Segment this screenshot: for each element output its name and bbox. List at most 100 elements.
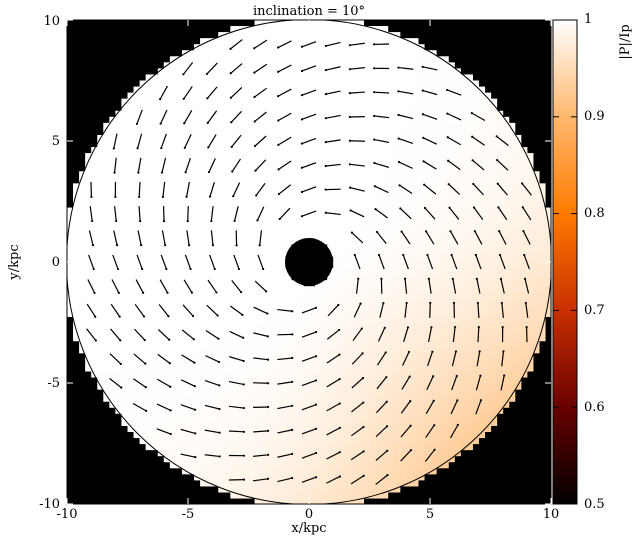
heatmap-cell	[194, 195, 201, 203]
heatmap-cell	[339, 497, 346, 504]
heatmap-cell	[387, 280, 395, 287]
heatmap-cell	[133, 171, 141, 178]
heatmap-cell	[284, 231, 292, 239]
heatmap-cell	[333, 62, 340, 69]
heatmap-cell	[278, 383, 286, 390]
heatmap-cell	[139, 153, 147, 160]
heatmap-cell	[278, 449, 286, 457]
heatmap-cell	[484, 98, 492, 106]
heatmap-cell	[278, 74, 286, 82]
heatmap-cell	[478, 237, 486, 245]
heatmap-cell	[327, 104, 334, 112]
heatmap-cell	[169, 310, 177, 318]
heatmap-cell	[375, 68, 383, 76]
heatmap-cell	[200, 455, 207, 463]
heatmap-cell	[181, 219, 189, 227]
heatmap-cell	[109, 262, 116, 269]
heatmap-cell	[248, 364, 256, 372]
heatmap-cell	[327, 68, 334, 76]
heatmap-cell	[260, 268, 268, 275]
heatmap-cell	[411, 395, 419, 402]
heatmap-cell	[224, 231, 231, 239]
heatmap-cell	[363, 473, 371, 481]
heatmap-cell	[248, 171, 256, 178]
heatmap-cell	[284, 56, 292, 63]
heatmap-cell	[514, 219, 522, 227]
heatmap-cell	[309, 116, 316, 124]
heatmap-cell	[430, 340, 437, 348]
heatmap-cell	[405, 370, 413, 378]
heatmap-cell	[502, 171, 510, 178]
heatmap-cell	[91, 165, 98, 172]
heatmap-cell	[327, 437, 334, 445]
heatmap-cell	[454, 134, 461, 142]
heatmap-cell	[375, 461, 383, 469]
heatmap-cell	[478, 134, 486, 142]
heatmap-cell	[333, 485, 340, 493]
heatmap-cell	[248, 298, 256, 305]
heatmap-cell	[206, 110, 213, 118]
heatmap-cell	[309, 32, 316, 39]
heatmap-cell	[206, 322, 213, 330]
heatmap-cell	[309, 334, 316, 342]
heatmap-cell	[242, 376, 250, 384]
heatmap-cell	[121, 116, 129, 124]
heatmap-cell	[466, 165, 473, 172]
heatmap-cell	[309, 20, 316, 27]
heatmap-cell	[290, 20, 298, 27]
heatmap-cell	[375, 389, 383, 396]
heatmap-cell	[333, 316, 340, 324]
heatmap-cell	[302, 177, 310, 184]
heatmap-cell	[472, 316, 479, 324]
heatmap-cell	[109, 195, 116, 203]
heatmap-cell	[188, 213, 195, 221]
heatmap-cell	[411, 322, 419, 330]
heatmap-cell	[333, 334, 340, 342]
heatmap-cell	[327, 479, 334, 487]
heatmap-cell	[230, 425, 237, 432]
heatmap-cell	[375, 304, 383, 311]
heatmap-cell	[248, 443, 256, 451]
heatmap-cell	[145, 86, 153, 94]
heatmap-cell	[405, 268, 413, 275]
heatmap-cell	[200, 74, 207, 82]
heatmap-cell	[508, 280, 516, 287]
heatmap-cell	[127, 122, 135, 130]
heatmap-cell	[188, 177, 195, 184]
heatmap-cell	[417, 376, 425, 384]
heatmap-cell	[393, 407, 401, 414]
heatmap-cell	[181, 128, 189, 136]
heatmap-cell	[181, 461, 189, 469]
heatmap-cell	[399, 195, 407, 203]
heatmap-cell	[212, 395, 219, 402]
heatmap-cell	[254, 497, 262, 504]
heatmap-cell	[85, 262, 92, 269]
heatmap-cell	[502, 346, 510, 354]
heatmap-cell	[254, 74, 262, 82]
heatmap-cell	[351, 207, 358, 215]
heatmap-cell	[224, 370, 231, 378]
heatmap-cell	[375, 479, 383, 487]
heatmap-cell	[284, 413, 292, 420]
heatmap-cell	[224, 122, 231, 130]
heatmap-cell	[163, 376, 171, 384]
heatmap-cell	[357, 437, 365, 445]
heatmap-cell	[363, 237, 371, 245]
heatmap-cell	[188, 455, 195, 463]
heatmap-cell	[375, 437, 383, 445]
heatmap-cell	[514, 195, 522, 203]
heatmap-cell	[97, 310, 104, 318]
heatmap-cell	[387, 401, 395, 408]
heatmap-cell	[478, 401, 486, 408]
heatmap-cell	[460, 407, 467, 414]
heatmap-cell	[381, 249, 389, 257]
heatmap-cell	[466, 419, 473, 426]
heatmap-cell	[472, 165, 479, 172]
heatmap-cell	[145, 401, 153, 408]
heatmap-cell	[448, 177, 455, 184]
heatmap-cell	[302, 491, 310, 499]
heatmap-cell	[315, 171, 322, 178]
heatmap-cell	[514, 334, 522, 342]
heatmap-cell	[284, 419, 292, 426]
heatmap-cell	[266, 80, 274, 88]
